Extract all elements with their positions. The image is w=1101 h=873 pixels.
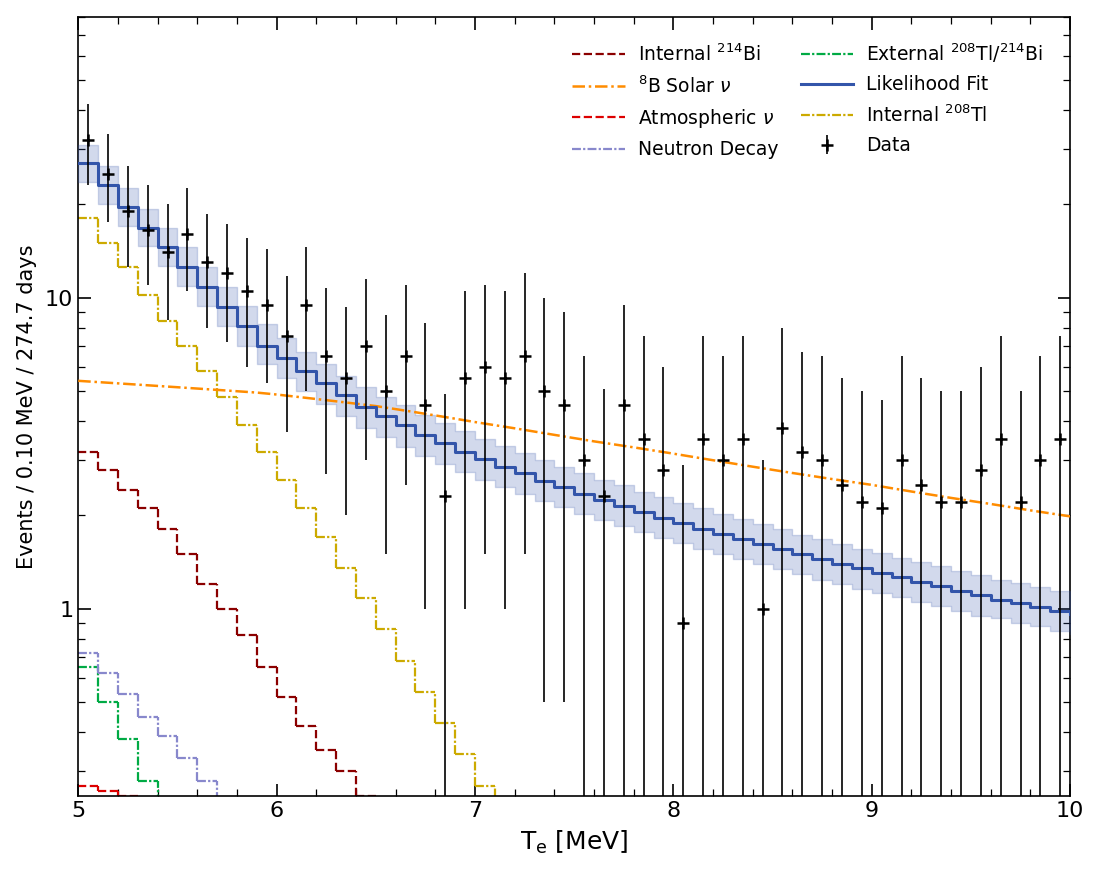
Likelihood Fit [527, 476, 541, 486]
$^{8}$B Solar $\nu$ [865, 479, 879, 490]
Legend: Internal $^{214}$Bi, $^{8}$B Solar $\nu$, Atmospheric $\nu$, Neutron Decay, Exte: Internal $^{214}$Bi, $^{8}$B Solar $\nu$… [565, 34, 1050, 167]
$^{8}$B Solar $\nu$ [428, 410, 442, 421]
$^{8}$B Solar $\nu$ [628, 442, 641, 452]
$^{8}$B Solar $\nu$ [250, 388, 263, 398]
$^{8}$B Solar $\nu$ [547, 430, 560, 440]
Likelihood Fit [329, 378, 342, 388]
$^{8}$B Solar $\nu$ [508, 423, 521, 434]
$^{8}$B Solar $\nu$ [91, 377, 105, 388]
$^{8}$B Solar $\nu$ [984, 498, 998, 509]
$^{8}$B Solar $\nu$ [468, 416, 481, 427]
$^{8}$B Solar $\nu$ [111, 378, 124, 388]
$^{8}$B Solar $\nu$ [588, 436, 601, 447]
$^{8}$B Solar $\nu$ [408, 407, 422, 417]
$^{8}$B Solar $\nu$ [151, 381, 164, 391]
Likelihood Fit [1064, 609, 1077, 620]
$^{8}$B Solar $\nu$ [826, 474, 839, 485]
$^{8}$B Solar $\nu$ [1024, 505, 1037, 516]
$^{8}$B Solar $\nu$ [72, 375, 85, 386]
$^{8}$B Solar $\nu$ [1064, 511, 1077, 521]
$^{8}$B Solar $\nu$ [905, 486, 918, 497]
$^{8}$B Solar $\nu$ [945, 492, 958, 503]
Line: Likelihood Fit: Likelihood Fit [78, 163, 1070, 615]
$^{8}$B Solar $\nu$ [131, 380, 144, 390]
$^{8}$B Solar $\nu$ [707, 455, 720, 465]
$^{8}$B Solar $\nu$ [786, 468, 799, 478]
$^{8}$B Solar $\nu$ [309, 394, 323, 404]
$^{8}$B Solar $\nu$ [349, 398, 362, 409]
$^{8}$B Solar $\nu$ [190, 383, 204, 394]
$^{8}$B Solar $\nu$ [448, 414, 461, 424]
$^{8}$B Solar $\nu$ [290, 391, 303, 402]
$^{8}$B Solar $\nu$ [230, 386, 243, 396]
Likelihood Fit [151, 223, 164, 233]
Likelihood Fit [72, 158, 85, 168]
$^{8}$B Solar $\nu$ [210, 385, 224, 395]
$^{8}$B Solar $\nu$ [746, 462, 760, 472]
$^{8}$B Solar $\nu$ [369, 401, 382, 411]
Line: $^{8}$B Solar $\nu$: $^{8}$B Solar $\nu$ [78, 381, 1070, 516]
$^{8}$B Solar $\nu$ [329, 396, 342, 407]
$^{8}$B Solar $\nu$ [667, 449, 680, 459]
Likelihood Fit [766, 544, 780, 554]
$^{8}$B Solar $\nu$ [171, 382, 184, 393]
$^{8}$B Solar $\nu$ [270, 389, 283, 400]
X-axis label: T$_\mathrm{e}$ [MeV]: T$_\mathrm{e}$ [MeV] [520, 829, 629, 856]
Likelihood Fit [826, 554, 839, 565]
Likelihood Fit [667, 519, 680, 529]
Y-axis label: Events / 0.10 MeV / 274.7 days: Events / 0.10 MeV / 274.7 days [17, 244, 36, 568]
$^{8}$B Solar $\nu$ [389, 404, 402, 415]
